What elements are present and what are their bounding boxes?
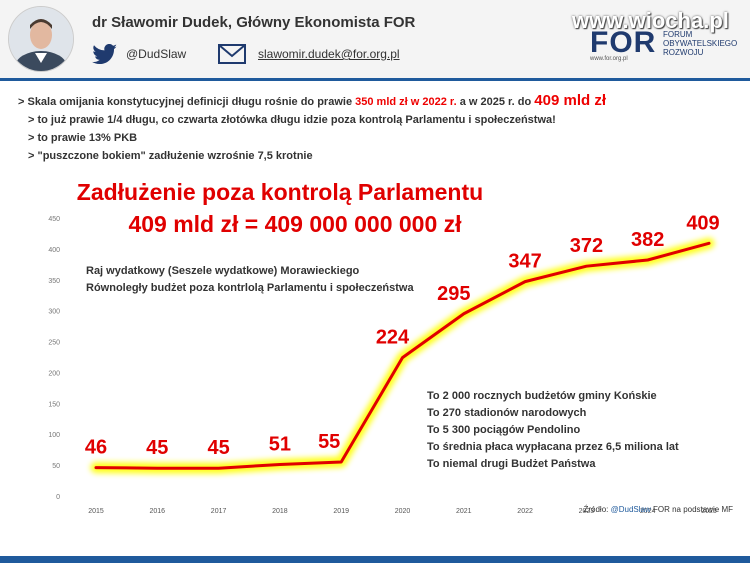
y-axis: 0 50 100 150 200 250 300 350 400 450 [48, 216, 60, 501]
bullet-list: > Skala omijania konstytucyjnej definicj… [18, 92, 606, 165]
chart-subtitle: 409 mld zł = 409 000 000 000 zł [128, 211, 462, 237]
highlight-350: 350 mld zł w 2022 r. [355, 96, 457, 108]
x-tick-label: 2025 [701, 508, 717, 515]
data-label: 55 [318, 431, 340, 453]
annotation-right: To 2 000 rocznych budżetów gminy Końskie… [427, 390, 679, 470]
x-tick-label: 2020 [395, 508, 411, 515]
for-logo: FOR [590, 26, 657, 59]
series-line [90, 237, 715, 474]
source-note: Źródło: @DudSlaw FOR na podstawie MF [583, 505, 733, 514]
twitter-handle: @DudSlaw [126, 47, 187, 61]
author-name: dr Sławomir Dudek, Główny Ekonomista FOR [92, 14, 416, 31]
annotation-right-line: To niemal drugi Budżet Państwa [427, 458, 596, 470]
x-tick-label: 2017 [211, 508, 227, 515]
y-tick-label: 250 [48, 340, 60, 347]
bullet-2: > to już prawie 1/4 długu, co czwarta zł… [28, 114, 556, 126]
data-label: 45 [207, 437, 229, 459]
annotation-right-line: To 5 300 pociągów Pendolino [427, 424, 580, 436]
author-email: slawomir.dudek@for.org.pl [258, 47, 400, 61]
y-tick-label: 300 [48, 309, 60, 316]
data-label: 295 [437, 283, 470, 305]
annotation-left: Raj wydatkowy (Seszele wydatkowe) Morawi… [86, 265, 414, 294]
series-glow [90, 237, 715, 474]
y-tick-label: 100 [48, 432, 60, 439]
annotation-right-line: To 2 000 rocznych budżetów gminy Końskie [427, 390, 657, 402]
x-tick-label: 2018 [272, 508, 288, 515]
y-tick-label: 350 [48, 278, 60, 285]
annotation-right-line: To 270 stadionów narodowych [427, 407, 587, 419]
data-label: 45 [146, 437, 168, 459]
bullet-1: > Skala omijania konstytucyjnej definicj… [18, 92, 606, 109]
x-tick-label: 2019 [333, 508, 349, 515]
bullet-3: > to prawie 13% PKB [28, 132, 138, 144]
header-divider [0, 78, 750, 81]
debt-line-chart: Zadłużenie poza kontrolą Parlamentu 409 … [48, 179, 733, 515]
annotation-left-line: Równoległy budżet poza kontrlolą Parlame… [86, 282, 414, 294]
y-tick-label: 450 [48, 216, 60, 223]
series-line-path [94, 241, 711, 470]
header: dr Sławomir Dudek, Główny Ekonomista FOR… [0, 0, 750, 78]
x-tick-label: 2023 [579, 508, 595, 515]
x-tick-label: 2022 [517, 508, 533, 515]
data-label: 347 [508, 251, 541, 273]
data-label: 409 [686, 212, 719, 234]
y-tick-label: 400 [48, 247, 60, 254]
y-tick-label: 150 [48, 401, 60, 408]
annotation-left-line: Raj wydatkowy (Seszele wydatkowe) Morawi… [86, 265, 360, 277]
y-tick-label: 0 [56, 494, 60, 501]
data-label: 51 [269, 433, 291, 455]
x-tick-label: 2016 [150, 508, 166, 515]
data-label: 372 [570, 235, 603, 257]
x-tick-label: 2024 [640, 508, 656, 515]
y-tick-label: 50 [52, 463, 60, 470]
y-tick-label: 200 [48, 370, 60, 377]
x-tick-label: 2015 [88, 508, 104, 515]
for-logo-subtitle: FORUM OBYWATELSKIEGO ROZWOJU [663, 30, 738, 57]
chart-title: Zadłużenie poza kontrolą Parlamentu [77, 179, 483, 205]
data-labels: 46 45 45 51 55 224 295 347 372 382 409 [85, 212, 720, 459]
data-label: 46 [85, 437, 107, 459]
x-tick-label: 2021 [456, 508, 472, 515]
author-avatar [8, 6, 74, 72]
annotation-right-line: To średnia płaca wypłacana przez 6,5 mil… [427, 441, 679, 453]
data-label: 382 [631, 229, 664, 251]
watermark: www.wiocha.pl [572, 8, 729, 33]
x-axis: 2015 2016 2017 2018 2019 2020 2021 2022 2023 2024… [88, 508, 717, 515]
footer-bar [0, 556, 750, 563]
for-url: www.for.org.pl [590, 56, 628, 62]
bullet-4: > "puszczone bokiem" zadłużenie wzrośnie… [28, 150, 313, 162]
mail-icon [218, 44, 246, 64]
twitter-icon [92, 43, 118, 65]
highlight-409: 409 mld zł [534, 92, 606, 109]
data-label: 224 [376, 327, 410, 349]
